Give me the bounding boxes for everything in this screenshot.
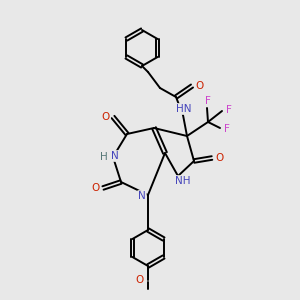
Text: O: O (102, 112, 110, 122)
Text: O: O (196, 81, 204, 91)
Text: F: F (205, 96, 211, 106)
Text: NH: NH (175, 176, 191, 186)
Text: O: O (136, 275, 144, 285)
Text: H: H (100, 152, 108, 162)
Text: F: F (224, 124, 230, 134)
Text: N: N (111, 151, 119, 161)
Text: N: N (138, 191, 146, 201)
Text: F: F (226, 105, 232, 115)
Text: O: O (216, 153, 224, 163)
Text: HN: HN (176, 104, 192, 114)
Text: O: O (91, 183, 99, 193)
